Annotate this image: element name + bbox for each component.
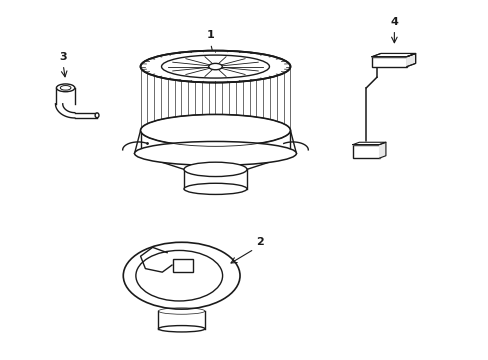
Polygon shape: [406, 54, 415, 67]
Text: 1: 1: [206, 30, 214, 40]
Text: 4: 4: [389, 17, 398, 27]
FancyBboxPatch shape: [173, 259, 193, 272]
Ellipse shape: [134, 141, 296, 165]
Ellipse shape: [136, 251, 222, 301]
Polygon shape: [371, 54, 415, 57]
Ellipse shape: [183, 162, 246, 176]
Ellipse shape: [56, 84, 75, 92]
Polygon shape: [352, 142, 385, 145]
Text: 3: 3: [59, 52, 67, 62]
Ellipse shape: [140, 51, 290, 82]
FancyBboxPatch shape: [371, 57, 406, 67]
FancyBboxPatch shape: [352, 145, 379, 158]
Ellipse shape: [208, 63, 222, 70]
Ellipse shape: [123, 242, 240, 309]
Text: 2: 2: [256, 237, 264, 247]
Ellipse shape: [161, 55, 269, 78]
Polygon shape: [379, 142, 385, 158]
Ellipse shape: [183, 183, 246, 194]
Ellipse shape: [95, 113, 99, 118]
Ellipse shape: [60, 86, 71, 90]
Ellipse shape: [158, 325, 204, 332]
Ellipse shape: [140, 114, 290, 146]
